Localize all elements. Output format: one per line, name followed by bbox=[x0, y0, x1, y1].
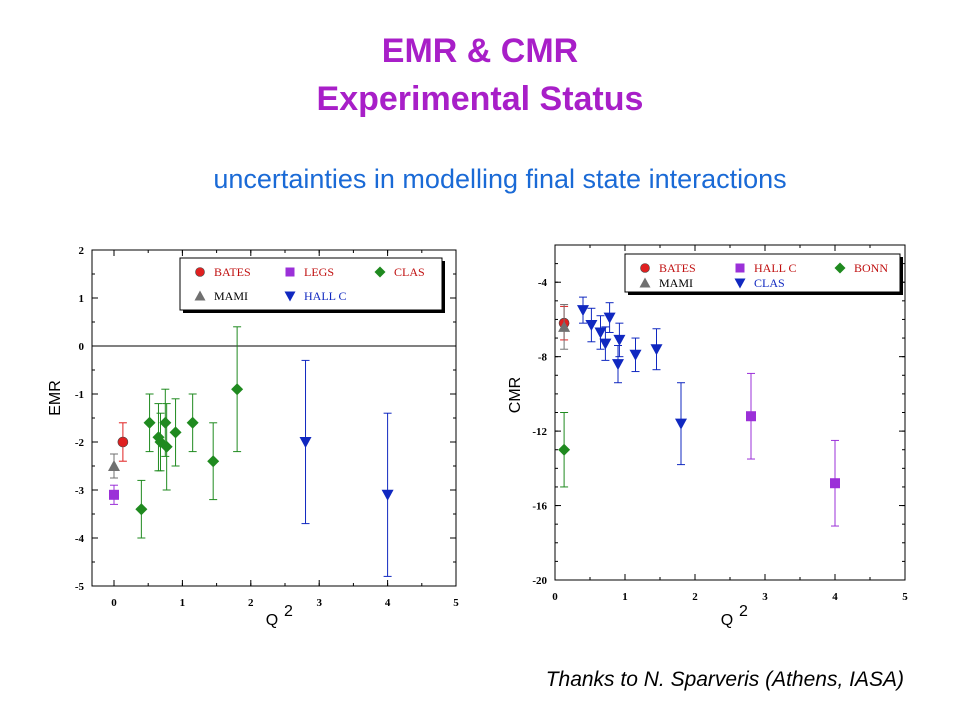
cmr-plot-frame bbox=[554, 244, 906, 581]
cmr-legend-marker-clas bbox=[734, 278, 746, 289]
slide-title-line1: EMR & CMR bbox=[381, 32, 579, 70]
cmr-xlabel-superscript: 2 bbox=[739, 603, 748, 620]
cmr-xtick-label: 0 bbox=[552, 591, 558, 603]
emr-point-mami bbox=[108, 460, 120, 471]
slide-title-line2: Experimental Status bbox=[316, 80, 644, 118]
cmr-point-clas bbox=[650, 344, 663, 356]
cmr-point-clas bbox=[612, 359, 624, 371]
emr-ylabel: EMR bbox=[47, 380, 64, 416]
emr-xtick-label: 4 bbox=[385, 597, 391, 609]
cmr-point-clas bbox=[585, 320, 598, 332]
emr-point-clas bbox=[135, 503, 148, 516]
emr-legend-marker-mami bbox=[194, 290, 206, 301]
cmr-point-hall-c bbox=[830, 478, 840, 489]
cmr-xtick-label: 5 bbox=[902, 591, 908, 603]
emr-ytick-label: -4 bbox=[75, 533, 85, 545]
emr-point-hall-c bbox=[381, 489, 394, 501]
cmr-xtick-label: 4 bbox=[832, 591, 838, 603]
cmr-xtick-label: 3 bbox=[762, 591, 768, 603]
emr-xtick-label: 3 bbox=[316, 597, 322, 609]
emr-ytick-label: -5 bbox=[75, 581, 85, 593]
cmr-ylabel: CMR bbox=[507, 377, 524, 413]
emr-ytick-label: -2 bbox=[75, 437, 85, 449]
slide-subtitle: uncertainties in modelling final state i… bbox=[213, 164, 787, 194]
emr-point-clas bbox=[207, 455, 220, 468]
cmr-point-clas bbox=[599, 338, 612, 350]
emr-point-clas bbox=[186, 416, 199, 429]
emr-legend bbox=[179, 257, 443, 311]
emr-xtick-label: 2 bbox=[248, 597, 254, 609]
emr-legend-label-mami: MAMI bbox=[214, 289, 248, 303]
emr-point-legs bbox=[109, 489, 119, 500]
emr-legend-label-bates: BATES bbox=[214, 265, 251, 279]
emr-point-clas bbox=[160, 440, 173, 453]
emr-legend-marker-legs bbox=[285, 267, 295, 277]
emr-xlabel: Q bbox=[266, 612, 278, 629]
cmr-ytick-label: -12 bbox=[532, 426, 547, 438]
emr-legend-label-clas: CLAS bbox=[394, 265, 425, 279]
emr-xtick-label: 1 bbox=[180, 597, 186, 609]
emr-xtick-label: 5 bbox=[453, 597, 459, 609]
cmr-legend-label-bonn: BONN bbox=[854, 261, 888, 275]
cmr-point-mami bbox=[558, 320, 571, 332]
emr-ytick-label: -3 bbox=[75, 485, 85, 497]
emr-point-clas bbox=[143, 416, 156, 429]
cmr-ytick-label: -16 bbox=[532, 501, 547, 513]
emr-legend-label-legs: LEGS bbox=[304, 265, 334, 279]
cmr-xlabel: Q bbox=[721, 612, 733, 629]
cmr-legend-label-clas: CLAS bbox=[754, 276, 785, 290]
cmr-legend-label-bates: BATES bbox=[659, 261, 696, 275]
cmr-ytick-label: -20 bbox=[532, 575, 547, 587]
emr-point-clas bbox=[231, 383, 244, 396]
cmr-legend-marker-bates bbox=[640, 263, 650, 273]
emr-legend-label-hall-c: HALL C bbox=[304, 289, 347, 303]
emr-ytick-label: -1 bbox=[75, 389, 84, 401]
emr-ytick-label: 0 bbox=[79, 341, 85, 353]
emr-ytick-label: 2 bbox=[79, 245, 85, 257]
cmr-point-clas bbox=[675, 418, 687, 430]
cmr-legend-marker-mami bbox=[639, 277, 651, 288]
cmr-legend bbox=[624, 253, 901, 293]
credit-line: Thanks to N. Sparveris (Athens, IASA) bbox=[545, 668, 904, 691]
cmr-legend-marker-bonn bbox=[834, 262, 846, 274]
emr-legend-marker-hall-c bbox=[284, 291, 296, 302]
emr-legend-marker-bates bbox=[195, 267, 205, 277]
cmr-ytick-label: -8 bbox=[538, 352, 548, 364]
cmr-legend-label-hall-c: HALL C bbox=[754, 261, 797, 275]
emr-point-clas bbox=[159, 416, 172, 429]
cmr-point-bonn bbox=[558, 443, 571, 456]
emr-ytick-label: 1 bbox=[79, 293, 85, 305]
cmr-point-clas bbox=[577, 305, 589, 317]
emr-point-clas bbox=[169, 426, 182, 439]
cmr-point-clas bbox=[594, 327, 607, 339]
emr-point-hall-c bbox=[299, 437, 312, 448]
cmr-legend-marker-hall-c bbox=[735, 263, 745, 273]
cmr-point-clas bbox=[613, 334, 626, 346]
emr-xtick-label: 0 bbox=[111, 597, 117, 609]
cmr-xtick-label: 1 bbox=[622, 591, 628, 603]
cmr-point-clas bbox=[629, 349, 642, 361]
emr-point-bates bbox=[117, 436, 129, 448]
cmr-legend-label-mami: MAMI bbox=[659, 276, 693, 290]
cmr-point-hall-c bbox=[746, 411, 756, 422]
cmr-point-clas bbox=[603, 312, 616, 324]
emr-xlabel-superscript: 2 bbox=[284, 603, 293, 620]
cmr-ytick-label: -4 bbox=[538, 277, 548, 289]
cmr-xtick-label: 2 bbox=[692, 591, 698, 603]
emr-legend-marker-clas bbox=[374, 266, 386, 278]
